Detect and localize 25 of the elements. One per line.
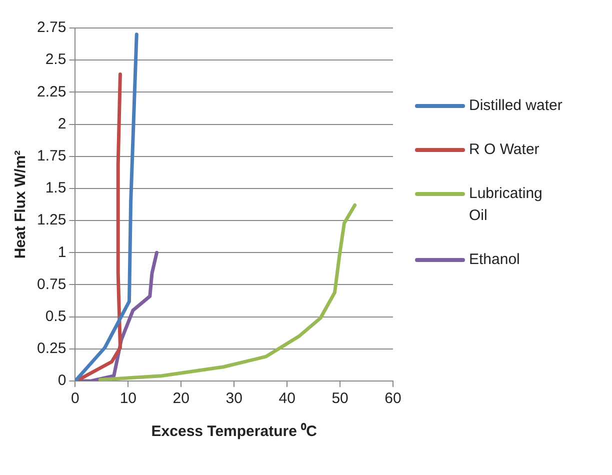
x-tick-label: 10: [120, 390, 137, 408]
y-tick-label: 0.5: [45, 308, 66, 325]
x-tick-label: 60: [384, 390, 402, 408]
y-tick-label: 0.75: [36, 276, 66, 293]
y-tick-label: 0.25: [36, 340, 66, 358]
y-tick-label: 1: [58, 244, 66, 261]
y-tick-label: 1.25: [36, 212, 66, 229]
x-tick-label: 30: [226, 390, 242, 408]
legend-label: Ethanol: [469, 250, 521, 270]
x-axis-title: Excess Temperature ⁰C: [151, 422, 318, 440]
y-tick-label: 1.75: [36, 148, 66, 165]
y-tick-label: 2.5: [45, 51, 66, 68]
x-tick-label: 40: [278, 390, 296, 408]
legend-label: Distilled water: [469, 96, 564, 116]
y-axis-title: Heat Flux W/m²: [12, 150, 30, 259]
y-tick-label: 2.75: [36, 19, 66, 36]
y-tick-label: 0: [58, 372, 66, 390]
legend-label: Lubricating Oil: [469, 184, 544, 226]
y-tick-label: 2: [58, 115, 66, 132]
legend-label: R O Water: [469, 140, 540, 160]
x-tick-label: 0: [71, 390, 80, 408]
x-tick-label: 50: [332, 390, 348, 408]
y-tick-label: 1.5: [45, 180, 66, 197]
x-tick-label: 20: [172, 390, 190, 408]
y-tick-label: 2.25: [36, 83, 66, 100]
